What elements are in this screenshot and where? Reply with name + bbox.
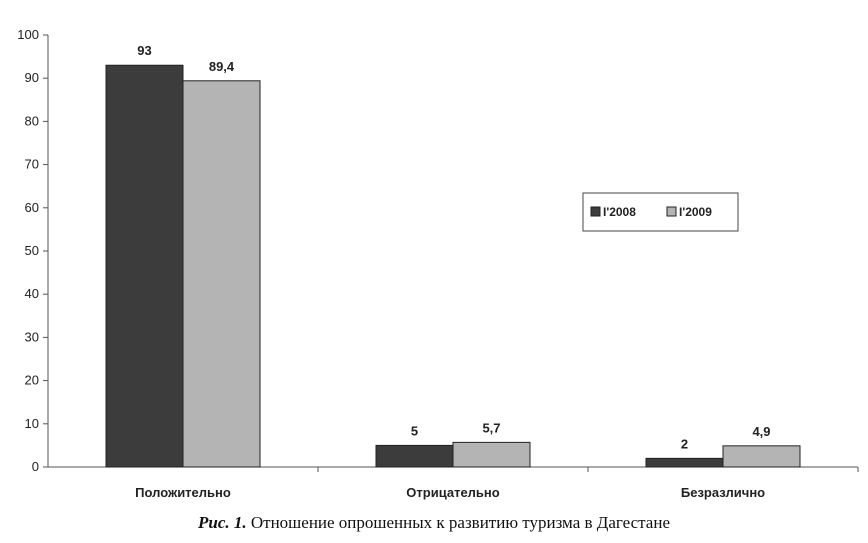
data-label: 2 [681,436,688,451]
bar [182,80,261,468]
y-axis: 0 10 20 30 40 50 60 70 80 90 100 [17,27,49,474]
data-label: 93 [137,43,151,58]
figure-caption: Рис. 1. Отношение опрошенных к развитию … [0,513,868,533]
data-labels: 93 89,4 5 5,7 2 4,9 [137,43,770,451]
y-tick-label: 40 [25,286,39,301]
y-tick-label: 100 [17,27,39,42]
y-tick-label: 20 [25,373,39,388]
legend-box [582,192,739,232]
caption-text: Отношение опрошенных к развитию туризма … [250,513,670,532]
y-tick-label: 60 [25,200,39,215]
x-category-label: Безразлично [681,485,765,500]
bar [645,457,724,468]
y-tick-label: 50 [25,243,39,258]
y-tick-label: 0 [32,459,39,474]
legend-swatch [590,206,601,217]
data-label: 5,7 [482,420,500,435]
bar-chart: 0 10 20 30 40 50 60 70 80 90 100 Положительно Отриц… [17,27,859,500]
bar [722,445,801,468]
legend-label: I'2009 [679,205,712,219]
x-category-label: Отрицательно [406,485,499,500]
bar [452,441,531,468]
x-category-label: Положительно [135,485,231,500]
legend-label: I'2008 [603,205,636,219]
x-axis: Положительно Отрицательно Безразлично [48,466,859,500]
y-tick-label: 30 [25,329,39,344]
bars [105,64,801,468]
bar [105,64,184,468]
caption-prefix: Рис. 1. [197,513,247,532]
bar [375,444,454,468]
data-label: 5 [411,423,418,438]
y-tick-label: 10 [25,416,39,431]
data-label: 89,4 [209,59,235,74]
y-tick-label: 90 [25,70,39,85]
y-tick-label: 80 [25,113,39,128]
legend-swatch [666,206,677,217]
data-label: 4,9 [752,424,770,439]
y-tick-label: 70 [25,157,39,172]
legend: I'2008 I'2009 [582,192,739,232]
